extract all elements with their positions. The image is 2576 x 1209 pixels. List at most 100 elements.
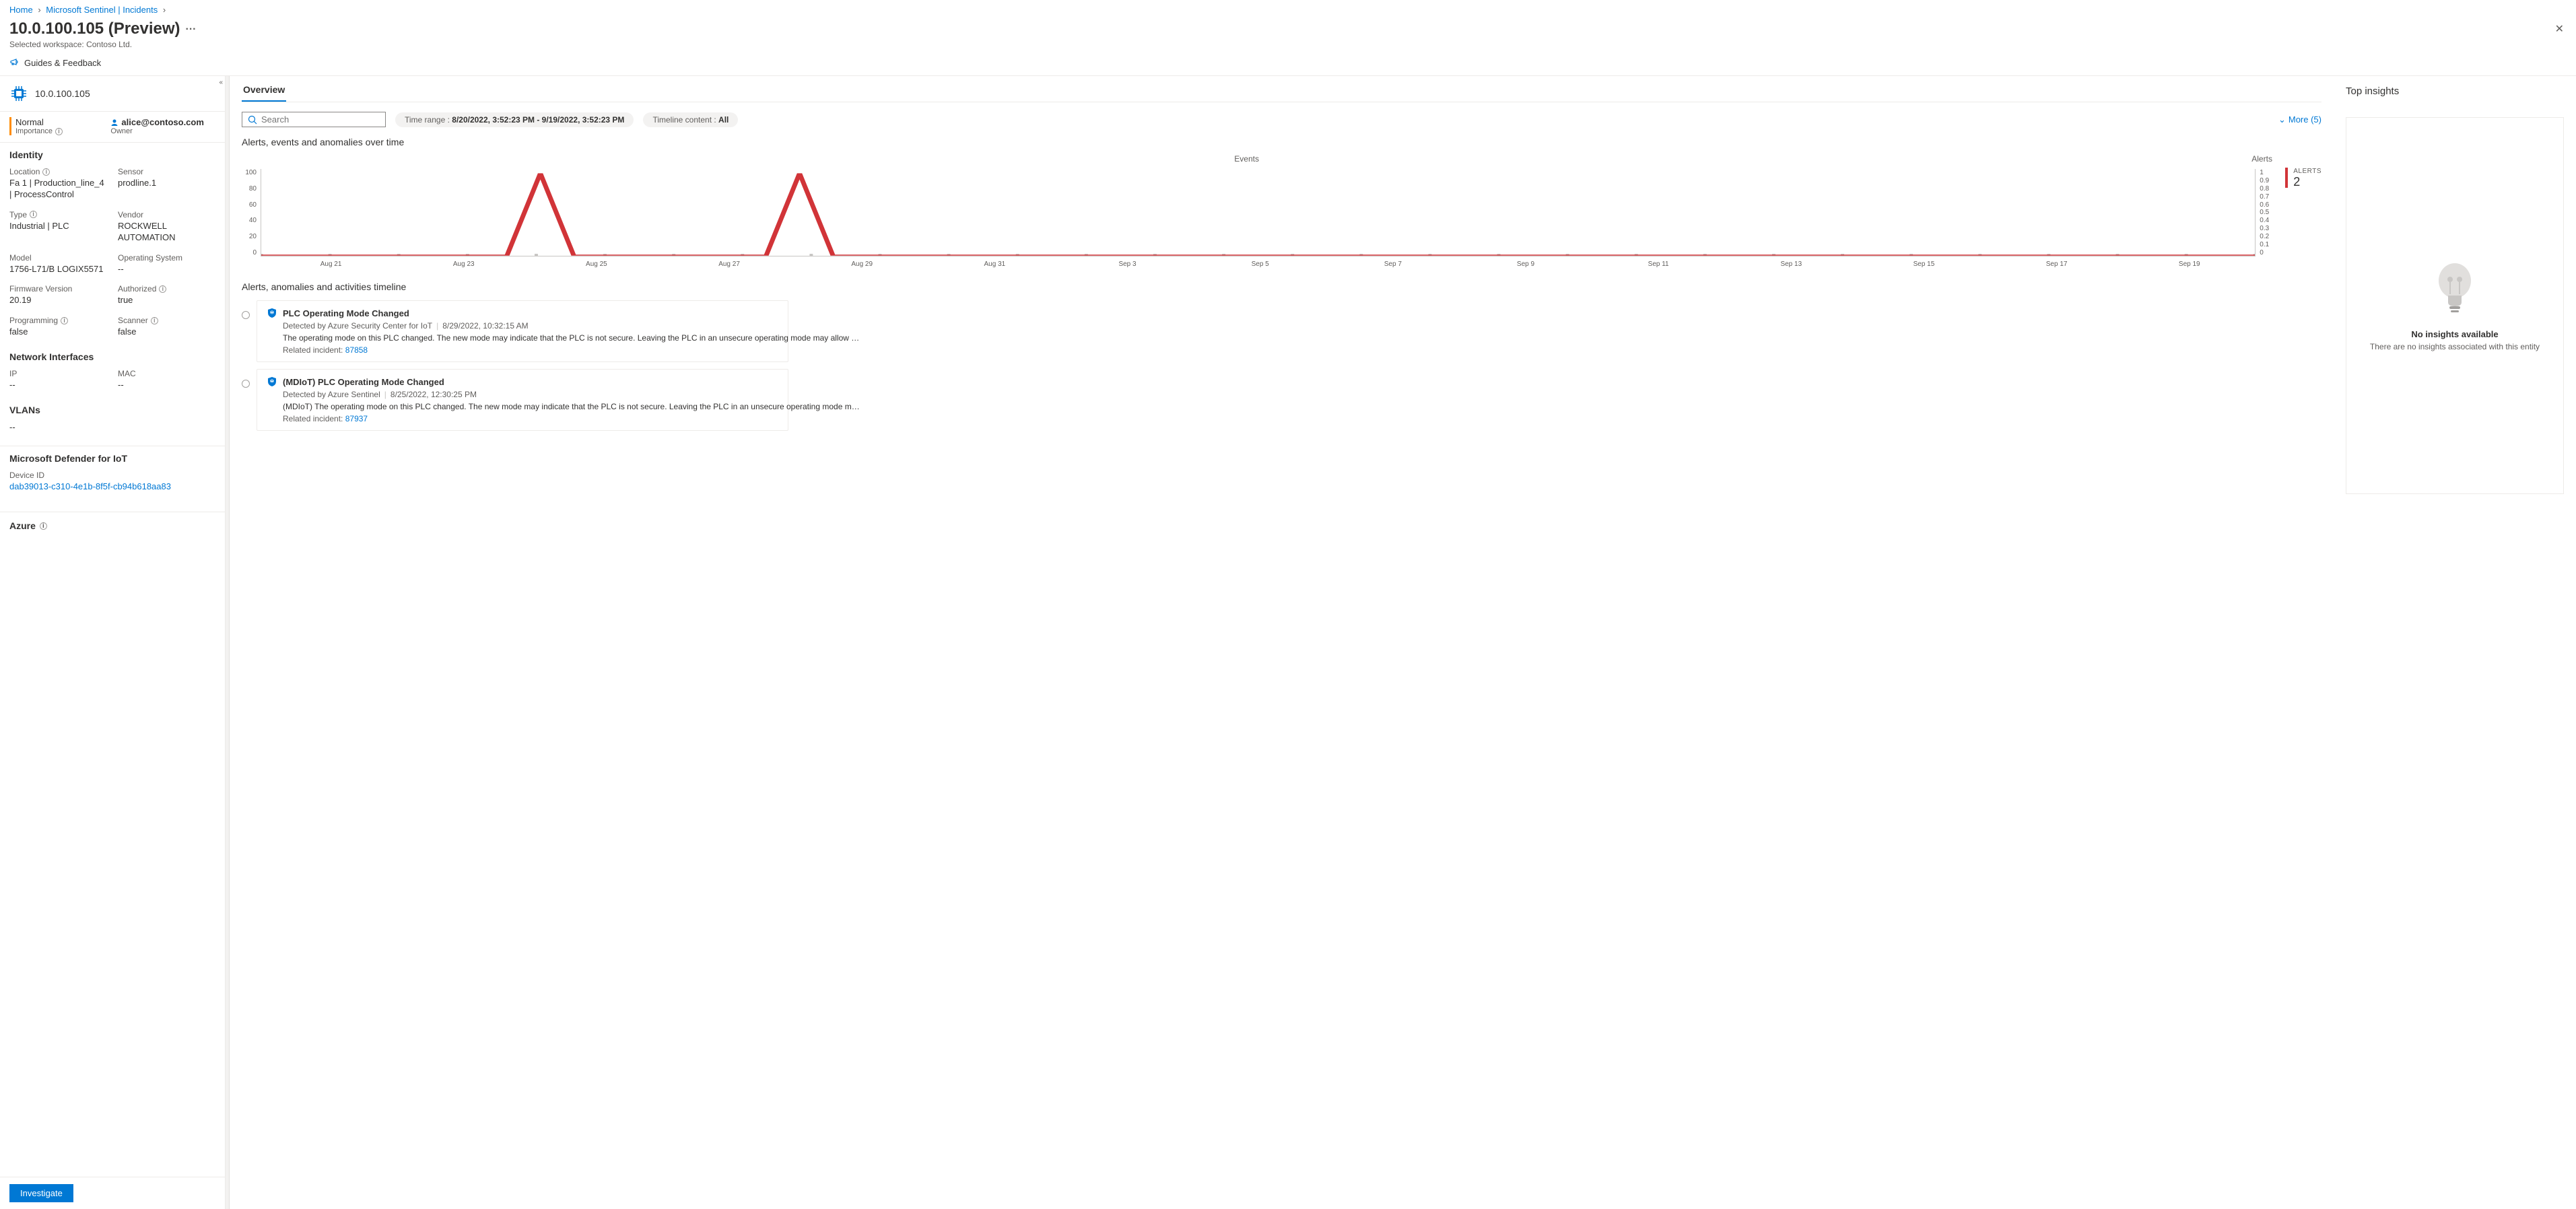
- mac-value: --: [118, 380, 215, 391]
- vendor-value: ROCKWELL AUTOMATION: [118, 221, 215, 244]
- timeline-item[interactable]: (MDIoT) PLC Operating Mode Changed Detec…: [242, 369, 2321, 431]
- breadcrumb-home[interactable]: Home: [9, 5, 33, 15]
- shield-icon: [267, 376, 277, 387]
- alert-meta: Detected by Azure Security Center for Io…: [283, 321, 859, 331]
- identity-title: Identity: [9, 149, 215, 160]
- timeline-list: PLC Operating Mode Changed Detected by A…: [242, 300, 2321, 431]
- alert-related: Related incident: 87937: [283, 414, 860, 423]
- network-section: Network Interfaces IP-- MAC--: [0, 345, 225, 398]
- entity-header: 10.0.100.105: [0, 76, 225, 112]
- info-icon[interactable]: i: [55, 128, 63, 135]
- y-axis-left: 100806040200: [242, 169, 261, 256]
- identity-section: Identity LocationiFa 1 | Production_line…: [0, 143, 225, 345]
- workspace-line: Selected workspace: Contoso Ltd.: [9, 40, 197, 49]
- info-icon[interactable]: i: [42, 168, 50, 176]
- info-icon[interactable]: i: [159, 285, 166, 293]
- more-dots[interactable]: ···: [186, 24, 197, 35]
- center-panel: Overview Time range : 8/20/2022, 3:52:23…: [226, 76, 2334, 1209]
- lightbulb-icon: [2431, 261, 2478, 321]
- no-insights-sub: There are no insights associated with th…: [2370, 342, 2540, 351]
- radio-dot[interactable]: [242, 380, 250, 388]
- breadcrumb-sep: ›: [163, 5, 166, 15]
- azure-title: Azurei: [9, 520, 215, 531]
- close-button[interactable]: ✕: [2552, 20, 2567, 38]
- insights-empty-box: No insights available There are no insig…: [2346, 117, 2564, 494]
- timeline-title: Alerts, anomalies and activities timelin…: [242, 281, 2321, 292]
- azure-section: Azurei: [0, 512, 225, 539]
- info-icon[interactable]: i: [151, 317, 158, 324]
- investigate-bar: Investigate: [0, 1177, 225, 1209]
- y-axis-right: 10.90.80.70.60.50.40.30.20.10: [2256, 169, 2272, 256]
- related-incident-link[interactable]: 87937: [345, 414, 368, 423]
- more-link[interactable]: ⌄ More (5): [2278, 114, 2321, 125]
- programming-value: false: [9, 326, 107, 338]
- info-icon[interactable]: i: [61, 317, 68, 324]
- alerts-axis-label: Alerts: [2251, 154, 2272, 164]
- investigate-button[interactable]: Investigate: [9, 1184, 73, 1202]
- alert-related: Related incident: 87858: [283, 345, 859, 355]
- radio-dot[interactable]: [242, 311, 250, 319]
- defender-section: Microsoft Defender for IoT Device ID dab…: [0, 446, 225, 498]
- left-panel: « 10.0.100.105: [0, 76, 226, 1209]
- no-insights-title: No insights available: [2411, 329, 2498, 339]
- breadcrumb-sentinel[interactable]: Microsoft Sentinel | Incidents: [46, 5, 158, 15]
- x-axis: Aug 21Aug 23Aug 25Aug 27Aug 29Aug 31Sep …: [265, 261, 2256, 268]
- chip-icon: [9, 84, 28, 103]
- owner-label: Owner: [110, 127, 215, 135]
- search-input[interactable]: [261, 114, 380, 125]
- shield-icon: [267, 308, 277, 318]
- alert-title: PLC Operating Mode Changed: [283, 308, 409, 318]
- time-range-pill[interactable]: Time range : 8/20/2022, 3:52:23 PM - 9/1…: [395, 112, 634, 127]
- device-id-label: Device ID: [9, 471, 215, 480]
- alert-meta: Detected by Azure Sentinel|8/25/2022, 12…: [283, 390, 860, 399]
- right-panel: Top insights No insights available There…: [2334, 76, 2576, 1209]
- search-box[interactable]: [242, 112, 386, 127]
- search-icon: [248, 115, 257, 125]
- insights-title: Top insights: [2346, 85, 2564, 97]
- alerts-bar: [2285, 168, 2288, 188]
- ip-value: --: [9, 380, 107, 391]
- sensor-value: prodline.1: [118, 178, 215, 189]
- megaphone-icon: [9, 57, 20, 68]
- timeline-item[interactable]: PLC Operating Mode Changed Detected by A…: [242, 300, 2321, 362]
- alerts-count: 2: [2293, 175, 2321, 189]
- tab-overview[interactable]: Overview: [242, 79, 286, 102]
- info-icon[interactable]: i: [40, 522, 47, 530]
- firmware-value: 20.19: [9, 295, 107, 306]
- breadcrumb: Home › Microsoft Sentinel | Incidents ›: [0, 0, 2576, 20]
- alert-description: The operating mode on this PLC changed. …: [283, 333, 859, 343]
- chart-area: Events Alerts 100806040200 10.90.80.70.6…: [242, 154, 2321, 268]
- vlans-title: VLANs: [9, 405, 215, 415]
- collapse-left-panel[interactable]: «: [216, 77, 226, 88]
- related-incident-link[interactable]: 87858: [345, 345, 368, 355]
- timeline-card[interactable]: PLC Operating Mode Changed Detected by A…: [257, 300, 788, 362]
- vlans-value: --: [9, 422, 215, 432]
- toolbar: Guides & Feedback: [0, 52, 2576, 76]
- authorized-value: true: [118, 295, 215, 306]
- timeline-card[interactable]: (MDIoT) PLC Operating Mode Changed Detec…: [257, 369, 788, 431]
- owner-value: alice@contoso.com: [110, 117, 215, 127]
- guides-feedback-link[interactable]: Guides & Feedback: [9, 57, 101, 68]
- model-value: 1756-L71/B LOGIX5571: [9, 264, 107, 275]
- person-icon: [110, 118, 118, 127]
- device-id-link[interactable]: dab39013-c310-4e1b-8f5f-cb94b618aa83: [9, 481, 171, 491]
- alert-description: (MDIoT) The operating mode on this PLC c…: [283, 402, 860, 411]
- alerts-badge-label: ALERTS: [2293, 168, 2321, 175]
- severity-bar: [9, 117, 11, 135]
- alerts-badge: ALERTS 2: [2285, 154, 2321, 268]
- info-icon[interactable]: i: [30, 211, 37, 218]
- os-value: --: [118, 264, 215, 275]
- entity-ip: 10.0.100.105: [35, 88, 90, 99]
- chart-title: Alerts, events and anomalies over time: [242, 137, 2321, 147]
- vlans-section: VLANs --: [0, 398, 225, 439]
- scanner-value: false: [118, 326, 215, 338]
- events-axis-label: Events: [242, 154, 2251, 164]
- location-value: Fa 1 | Production_line_4 | ProcessContro…: [9, 178, 107, 201]
- importance-label: Importancei: [15, 127, 110, 135]
- chart-plot: [261, 169, 2256, 256]
- timeline-content-pill[interactable]: Timeline content : All: [643, 112, 738, 127]
- meta-row: Normal Importancei alice@contoso.com Own…: [0, 112, 225, 143]
- severity-value: Normal: [15, 117, 110, 127]
- alert-title: (MDIoT) PLC Operating Mode Changed: [283, 377, 444, 387]
- chevron-down-icon: ⌄: [2278, 114, 2286, 125]
